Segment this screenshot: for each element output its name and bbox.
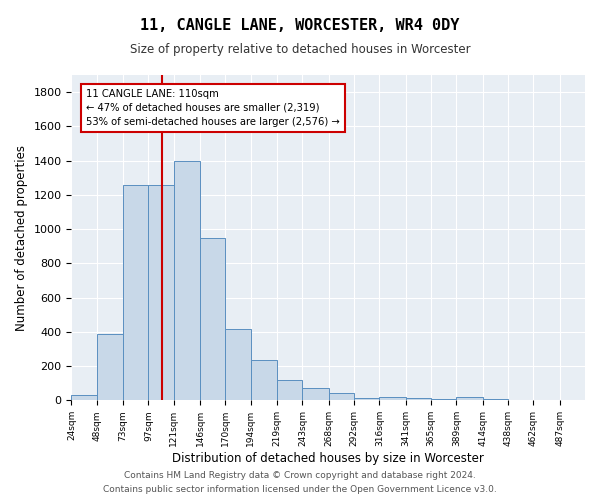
Y-axis label: Number of detached properties: Number of detached properties: [15, 144, 28, 330]
Bar: [71, 395, 97, 400]
Bar: [97, 334, 123, 400]
Bar: [200, 238, 226, 400]
Text: 11 CANGLE LANE: 110sqm
← 47% of detached houses are smaller (2,319)
53% of semi-: 11 CANGLE LANE: 110sqm ← 47% of detached…: [86, 88, 340, 126]
Text: Contains HM Land Registry data © Crown copyright and database right 2024.
Contai: Contains HM Land Registry data © Crown c…: [103, 472, 497, 494]
Bar: [406, 398, 431, 400]
Bar: [379, 397, 406, 400]
Bar: [329, 392, 354, 400]
Bar: [226, 330, 251, 400]
Bar: [457, 397, 483, 400]
Bar: [431, 398, 457, 400]
Bar: [302, 388, 329, 400]
Text: 11, CANGLE LANE, WORCESTER, WR4 0DY: 11, CANGLE LANE, WORCESTER, WR4 0DY: [140, 18, 460, 32]
Bar: [148, 184, 174, 400]
Bar: [277, 380, 302, 400]
Text: Size of property relative to detached houses in Worcester: Size of property relative to detached ho…: [130, 42, 470, 56]
Bar: [174, 160, 200, 400]
Bar: [354, 398, 379, 400]
Bar: [251, 360, 277, 401]
Bar: [123, 184, 148, 400]
X-axis label: Distribution of detached houses by size in Worcester: Distribution of detached houses by size …: [172, 452, 484, 465]
